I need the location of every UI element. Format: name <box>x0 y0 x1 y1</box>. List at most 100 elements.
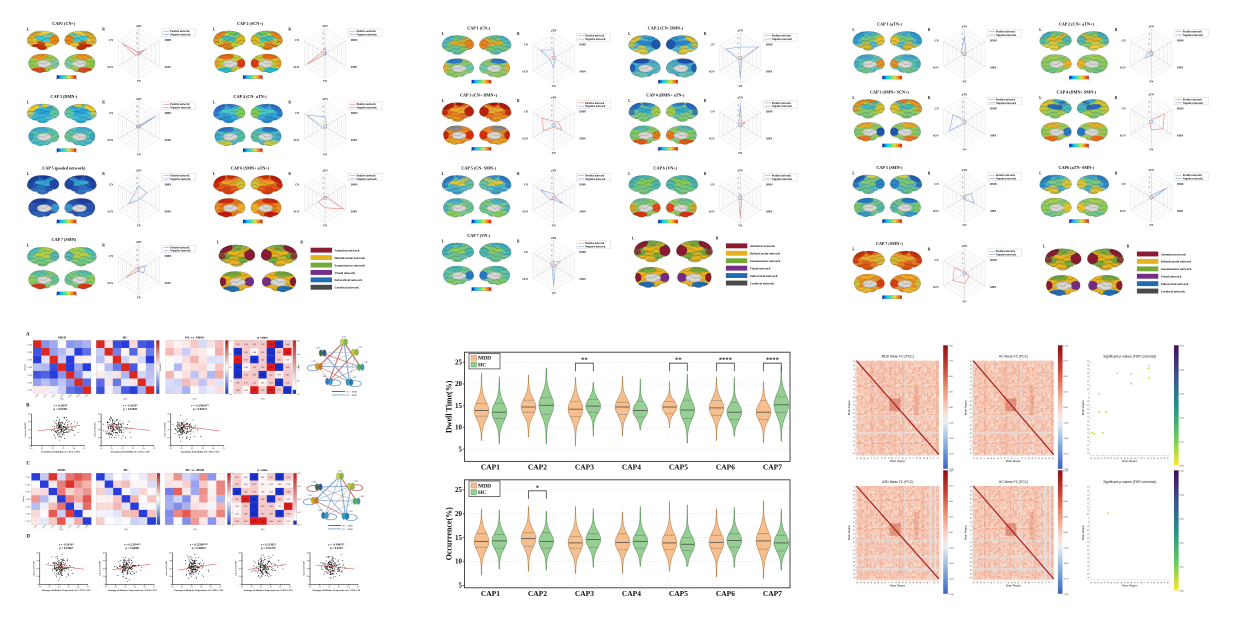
svg-text:20: 20 <box>169 568 171 570</box>
svg-text:4: 4 <box>854 449 855 451</box>
svg-text:38: 38 <box>1087 373 1089 375</box>
svg-text:0.4: 0.4 <box>143 587 145 589</box>
svg-text:10: 10 <box>962 112 964 114</box>
svg-text:0.00: 0.00 <box>1179 465 1184 467</box>
svg-text:0.746: 0.746 <box>261 521 265 523</box>
svg-text:4: 4 <box>1088 397 1089 399</box>
svg-text:Entropy of Markov Trajectories: Entropy of Markov Trajectories of CAP4-C… <box>313 589 361 592</box>
svg-text:20: 20 <box>738 105 740 107</box>
svg-text:0.00: 0.00 <box>949 532 954 534</box>
svg-text:26: 26 <box>1087 365 1089 367</box>
svg-text:Positive network: Positive network <box>170 103 190 106</box>
svg-text:88: 88 <box>864 457 866 459</box>
svg-text:VN: VN <box>552 292 556 295</box>
svg-text:SMN: SMN <box>351 139 357 142</box>
svg-text:p = 0.00619: p = 0.00619 <box>192 546 207 550</box>
svg-text:1: 1 <box>854 546 855 548</box>
svg-text:CAP 3 (SMN+ SCN+): CAP 3 (SMN+ SCN+) <box>870 89 909 94</box>
svg-text:0.680: 0.680 <box>278 484 282 486</box>
svg-text:SCN: SCN <box>107 210 113 213</box>
svg-text:80: 80 <box>853 566 855 568</box>
svg-text:CAP 2 (SCN+): CAP 2 (SCN+) <box>237 21 264 26</box>
svg-text:0.01: 0.01 <box>297 394 300 396</box>
svg-text:92: 92 <box>853 578 855 580</box>
svg-text:37: 37 <box>871 457 873 459</box>
svg-text:R: R <box>1127 245 1130 249</box>
svg-text:60: 60 <box>853 421 855 423</box>
svg-text:VN: VN <box>962 149 966 152</box>
svg-text:43: 43 <box>977 582 979 584</box>
svg-text:57: 57 <box>1158 457 1160 459</box>
svg-text:20: 20 <box>551 178 553 180</box>
svg-text:(To): (To) <box>261 528 265 531</box>
svg-text:-0.50: -0.50 <box>949 563 955 565</box>
svg-text:12: 12 <box>1039 582 1041 584</box>
svg-text:(From): (From) <box>22 496 25 502</box>
svg-text:aTN: aTN <box>136 241 141 244</box>
svg-text:CAP5: CAP5 <box>26 505 31 508</box>
svg-text:Negative network: Negative network <box>170 107 191 110</box>
svg-text:15: 15 <box>970 502 972 504</box>
svg-text:SMN: SMN <box>165 282 171 285</box>
svg-text:20: 20 <box>322 178 324 180</box>
svg-text:Negative network: Negative network <box>585 245 606 248</box>
svg-text:91: 91 <box>1035 457 1037 459</box>
svg-text:SCN: SCN <box>107 139 113 142</box>
svg-text:0.955: 0.955 <box>236 359 240 361</box>
svg-text:4: 4 <box>1005 582 1007 583</box>
svg-text:Cerebral network: Cerebral network <box>335 286 360 290</box>
svg-text:DMN: DMN <box>579 44 586 47</box>
svg-text:17: 17 <box>853 487 855 489</box>
svg-text:15: 15 <box>322 111 324 113</box>
svg-text:5: 5 <box>962 192 963 194</box>
svg-text:0.0: 0.0 <box>171 587 173 589</box>
svg-text:0.4: 0.4 <box>142 448 144 450</box>
svg-text:20: 20 <box>962 177 964 179</box>
svg-text:L: L <box>442 172 445 176</box>
svg-text:0.75: 0.75 <box>949 361 954 363</box>
svg-text:14: 14 <box>853 369 855 371</box>
svg-text:VN: VN <box>738 225 742 228</box>
svg-text:Subcortical network: Subcortical network <box>1161 282 1189 286</box>
svg-text:21: 21 <box>981 457 983 459</box>
svg-text:CAP2: CAP2 <box>528 589 547 598</box>
svg-text:CN: CN <box>1121 183 1125 186</box>
svg-text:6: 6 <box>1032 582 1034 583</box>
svg-text:94: 94 <box>857 582 859 584</box>
svg-text:CN: CN <box>109 39 113 42</box>
svg-text:15: 15 <box>962 258 964 260</box>
svg-text:10: 10 <box>103 576 105 578</box>
svg-text:VN: VN <box>323 80 327 83</box>
svg-text:0.1: 0.1 <box>180 448 182 450</box>
svg-text:42: 42 <box>853 550 855 552</box>
svg-text:L: L <box>442 32 445 36</box>
svg-text:CAP3: CAP3 <box>27 359 32 362</box>
svg-text:-0.50: -0.50 <box>949 438 955 440</box>
svg-text:R: R <box>288 172 291 176</box>
svg-text:33: 33 <box>970 409 972 411</box>
svg-text:Positive network: Positive network <box>170 175 190 178</box>
svg-text:0.327: 0.327 <box>252 484 256 486</box>
svg-text:p value: p value <box>298 364 300 370</box>
svg-text:30: 30 <box>307 561 309 563</box>
svg-text:0.04: 0.04 <box>297 486 300 488</box>
svg-text:0.074: 0.074 <box>261 506 265 508</box>
svg-text:81: 81 <box>853 538 855 540</box>
svg-text:80: 80 <box>991 582 993 584</box>
svg-text:40: 40 <box>167 414 169 416</box>
svg-text:0.584: 0.584 <box>269 390 273 392</box>
svg-text:0.995: 0.995 <box>277 344 281 346</box>
svg-text:0.03: 0.03 <box>1179 393 1184 395</box>
svg-text:aTN: aTN <box>322 98 327 101</box>
svg-text:0.047: 0.047 <box>235 499 239 501</box>
svg-text:10: 10 <box>455 424 463 432</box>
svg-text:-1.00: -1.00 <box>949 469 955 471</box>
svg-text:(To): (To) <box>123 397 127 400</box>
svg-text:51: 51 <box>970 441 972 443</box>
svg-text:L: L <box>632 236 635 240</box>
svg-text:16: 16 <box>1134 457 1136 459</box>
svg-text:21: 21 <box>981 582 983 584</box>
svg-text:CAP2: CAP2 <box>316 347 320 350</box>
svg-text:CAP 7 (VN-): CAP 7 (VN-) <box>467 233 490 238</box>
svg-text:Adjusted HAMD: Adjusted HAMD <box>303 561 306 577</box>
